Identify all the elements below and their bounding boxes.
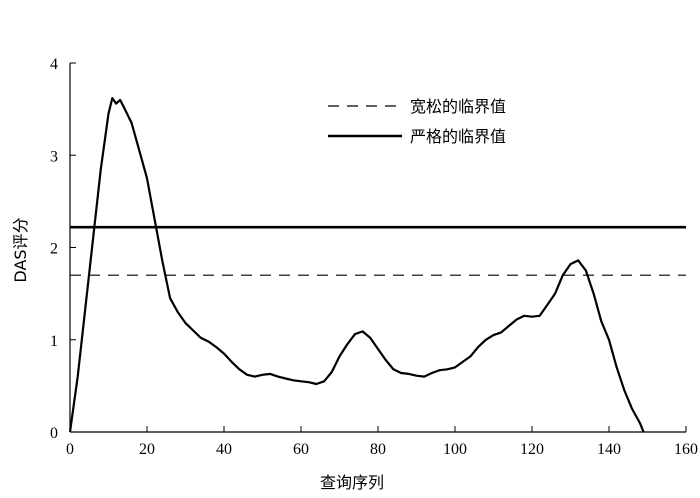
x-tick-label: 40 [216, 441, 232, 458]
legend-label-strict: 严格的临界值 [410, 127, 506, 146]
x-tick-label: 120 [520, 441, 544, 458]
axes [69, 63, 686, 433]
ticks: 0 20 40 60 80 100 120 140 160 0 1 2 3 4 [50, 56, 698, 458]
x-tick-label: 0 [66, 441, 74, 458]
x-axis-title: 查询序列 [320, 473, 384, 492]
plot-area [68, 97, 686, 433]
y-tick-label: 3 [50, 148, 58, 165]
x-tick-label: 100 [443, 441, 467, 458]
x-tick-label: 160 [674, 441, 698, 458]
y-tick-label: 0 [50, 425, 58, 442]
legend-label-lenient: 宽松的临界值 [410, 97, 506, 116]
x-tick-label: 80 [370, 441, 386, 458]
y-tick-label: 2 [50, 241, 58, 258]
das-score-line [68, 97, 645, 433]
y-tick-label: 4 [50, 56, 58, 73]
x-tick-label: 60 [293, 441, 309, 458]
y-axis-title: DAS评分 [11, 217, 30, 282]
legend: 宽松的临界值 严格的临界值 [328, 97, 506, 146]
x-tick-label: 20 [139, 441, 155, 458]
x-tick-label: 140 [597, 441, 621, 458]
y-tick-label: 1 [50, 333, 58, 350]
